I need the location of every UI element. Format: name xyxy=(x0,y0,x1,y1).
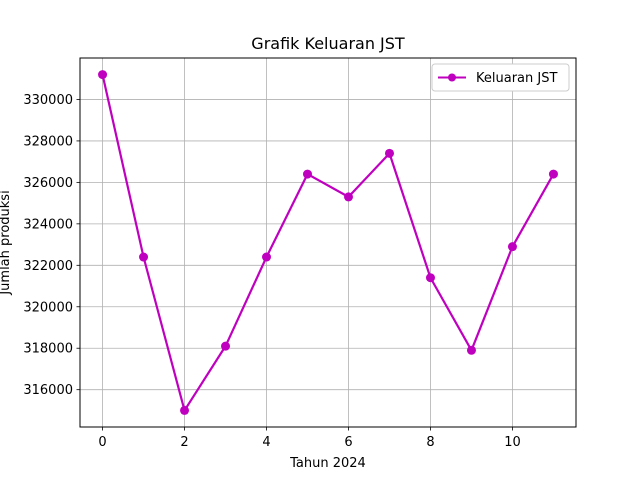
y-tick-label: 326000 xyxy=(23,176,73,191)
data-point xyxy=(180,405,190,415)
data-point xyxy=(139,252,149,262)
data-point xyxy=(303,169,313,179)
y-tick-label: 330000 xyxy=(23,93,73,108)
x-axis-ticks: 0 2 4 6 8 10 xyxy=(98,427,521,450)
legend: Keluaran JST xyxy=(431,63,570,92)
y-tick-label: 322000 xyxy=(23,259,73,274)
x-tick-label: 8 xyxy=(426,435,434,450)
chart-title: Grafik Keluaran JST xyxy=(251,34,405,53)
x-axis-label: Tahun 2024 xyxy=(289,456,366,471)
data-point xyxy=(466,345,476,355)
grid-lines xyxy=(80,58,576,427)
series-layer xyxy=(98,70,558,415)
data-point xyxy=(507,242,517,252)
series-line xyxy=(101,74,555,412)
y-tick-label: 320000 xyxy=(23,300,73,315)
data-point xyxy=(548,169,558,179)
x-tick-label: 2 xyxy=(180,435,188,450)
y-tick-label: 318000 xyxy=(23,342,73,357)
data-point xyxy=(262,252,272,262)
y-tick-label: 328000 xyxy=(23,134,73,149)
data-point xyxy=(98,70,108,80)
data-point xyxy=(384,148,394,158)
y-axis-label: Jumlah produksi xyxy=(0,190,13,295)
legend-box xyxy=(431,63,570,92)
plot-frame xyxy=(79,57,577,428)
x-tick-label: 0 xyxy=(98,435,106,450)
x-tick-label: 4 xyxy=(262,435,270,450)
x-tick-label: 6 xyxy=(344,435,352,450)
y-tick-label: 324000 xyxy=(23,217,73,232)
y-axis-ticks: 316000 318000 320000 322000 324000 326000 3280… xyxy=(23,93,80,398)
data-point xyxy=(221,341,231,351)
legend-label: Keluaran JST xyxy=(476,71,557,86)
legend-marker-sample xyxy=(448,73,456,82)
data-point xyxy=(343,192,353,202)
y-tick-label: 316000 xyxy=(23,383,73,398)
x-tick-label: 10 xyxy=(504,435,521,450)
data-point xyxy=(425,273,435,283)
